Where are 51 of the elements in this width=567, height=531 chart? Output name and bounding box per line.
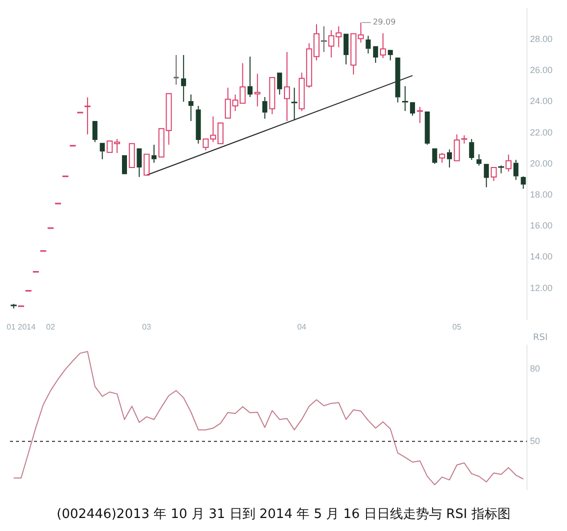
y-tick-label: 20.00 [530,158,553,168]
candlestick [188,94,194,122]
x-tick-label: 05 [452,322,462,332]
y-tick-label: 14.00 [530,252,553,262]
candlestick [174,54,179,86]
y-tick-label: 18.00 [530,189,553,200]
candlestick [424,111,430,146]
candlestick [373,46,378,64]
candlestick [416,106,424,124]
y-tick-label: 22.00 [530,127,553,138]
y-tick-label: 16.00 [530,220,553,231]
candlestick [152,144,157,164]
candlestick [290,87,298,121]
candlestick [277,72,282,96]
x-tick-label: 02 [46,322,56,332]
y-tick-label: 80 [530,364,540,374]
x-tick-label: 01 2014 [6,322,36,332]
candlestick [446,148,452,168]
candlestick [269,76,276,115]
candlestick [366,35,371,54]
y-axis-title: RSI [533,332,548,343]
candlestick [320,26,328,52]
x-tick-label: 03 [142,322,152,332]
candlestick [395,58,400,103]
candlestick [344,34,349,65]
candlestick [401,86,409,112]
candlestick [284,51,290,122]
candlestick [262,96,268,120]
candlestick [248,56,253,98]
candlestick [506,154,512,172]
y-tick-label: 12.00 [530,282,553,293]
candlestick [380,32,386,59]
y-tick-label: 50 [530,436,540,446]
y-tick-label: 28.00 [530,34,553,44]
candlestick [513,159,518,180]
candlestick [476,154,482,166]
candlestick [432,148,438,164]
candlestick [439,152,446,164]
candlestick [254,73,260,107]
candlestick [196,105,201,144]
candlestick [469,138,474,160]
candlestick [520,176,526,190]
x-tick-label: 04 [297,322,307,332]
text: (002446)2013 年 10 月 31 日到 2014 年 5 月 16 日日线走势与 RSI 指标图 [56,506,512,523]
candlestick [84,96,92,135]
candlestick [181,54,186,102]
y-tick-label: 26.00 [530,65,553,76]
candlestick [100,142,105,160]
annotation: 29.09 [372,18,396,27]
y-tick-label: 24.00 [530,96,553,106]
candlestick [388,50,393,61]
